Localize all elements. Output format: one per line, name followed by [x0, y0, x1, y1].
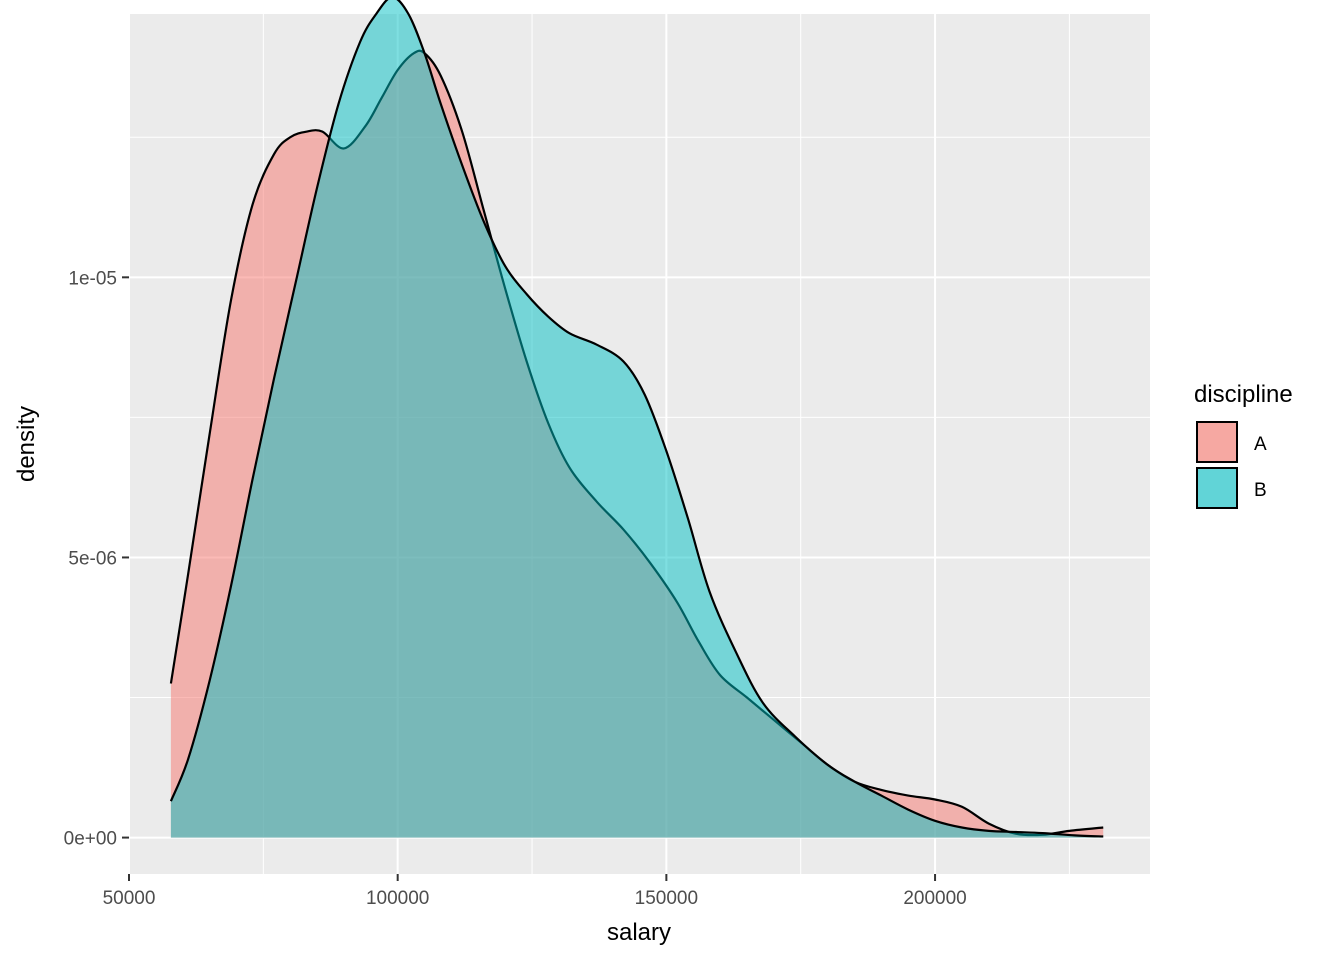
legend-entry-A: A	[1196, 421, 1267, 463]
legend-swatch-A	[1196, 421, 1238, 463]
x-tick-label: 50000	[103, 888, 156, 909]
x-axis: 50000 100000 150000 200000	[103, 874, 967, 909]
y-tick-label: 1e-05	[68, 268, 117, 289]
legend-title: discipline	[1194, 381, 1293, 408]
x-tick-label: 200000	[903, 888, 966, 909]
legend-entry-B: B	[1196, 467, 1267, 509]
y-axis: 0e+00 5e-06 1e-05	[64, 268, 129, 850]
x-tick-label: 150000	[635, 888, 698, 909]
y-tick-label: 5e-06	[68, 548, 117, 569]
legend-label-B: B	[1254, 480, 1267, 501]
series-B	[169, 0, 1104, 838]
x-axis-title: salary	[607, 919, 671, 946]
legend-label-A: A	[1254, 434, 1267, 455]
legend-swatch-B	[1196, 467, 1238, 509]
density-area-B	[170, 0, 1104, 838]
x-tick-label: 100000	[366, 888, 429, 909]
density-series	[169, 0, 1104, 838]
density-line-B	[169, 0, 1104, 838]
legend-entries: AB	[1196, 421, 1267, 509]
y-tick-label: 0e+00	[64, 829, 117, 850]
legend: discipline AB	[1194, 381, 1293, 509]
y-axis-title: density	[13, 406, 40, 482]
